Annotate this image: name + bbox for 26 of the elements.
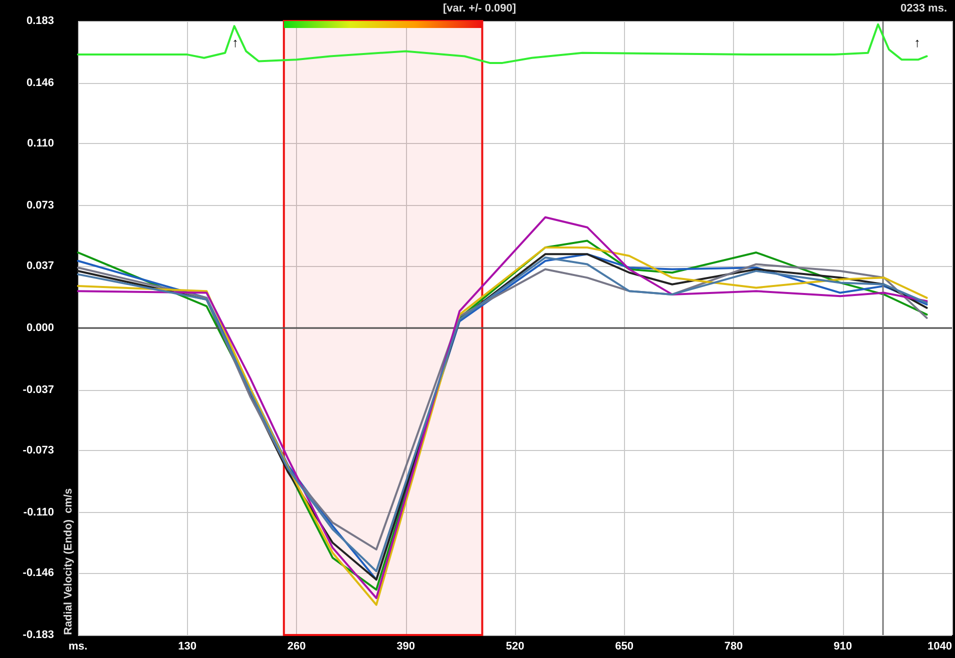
y-tick-label: 0.037	[26, 260, 54, 272]
annotation: ↑	[232, 35, 238, 50]
y-tick-label: -0.110	[23, 506, 54, 519]
y-tick-label: -0.073	[22, 444, 54, 456]
line-series	[77, 23, 928, 64]
annotation: ↑	[914, 35, 920, 50]
y-tick-label: -0.183	[22, 629, 54, 641]
x-tick-label: 390	[396, 640, 415, 652]
x-tick-label: 650	[615, 640, 634, 652]
x-tick-label: 1040	[928, 640, 952, 652]
x-tick-label: 260	[287, 640, 306, 652]
y-tick-label: 0.146	[26, 77, 54, 90]
x-tick-label: 520	[506, 640, 524, 652]
y-tick-label: 0.110	[27, 137, 54, 150]
y-axis-title: Radial Velocity (Endo) cm/s	[62, 488, 74, 635]
y-tick-label: 0.000	[26, 322, 54, 334]
x-tick-label: 130	[178, 640, 196, 652]
x-tick-label: 780	[724, 640, 743, 652]
y-tick-label: 0.073	[26, 200, 54, 212]
x-tick-label: 910	[834, 640, 852, 652]
text: [var. +/- 0.090]	[443, 2, 516, 14]
y-tick-label: -0.037	[22, 384, 54, 396]
text: 0233 ms.	[900, 2, 948, 14]
y-tick-label: 0.183	[26, 15, 54, 27]
x-tick-label: ms.	[68, 640, 88, 652]
y-tick-label: -0.146	[22, 566, 54, 579]
